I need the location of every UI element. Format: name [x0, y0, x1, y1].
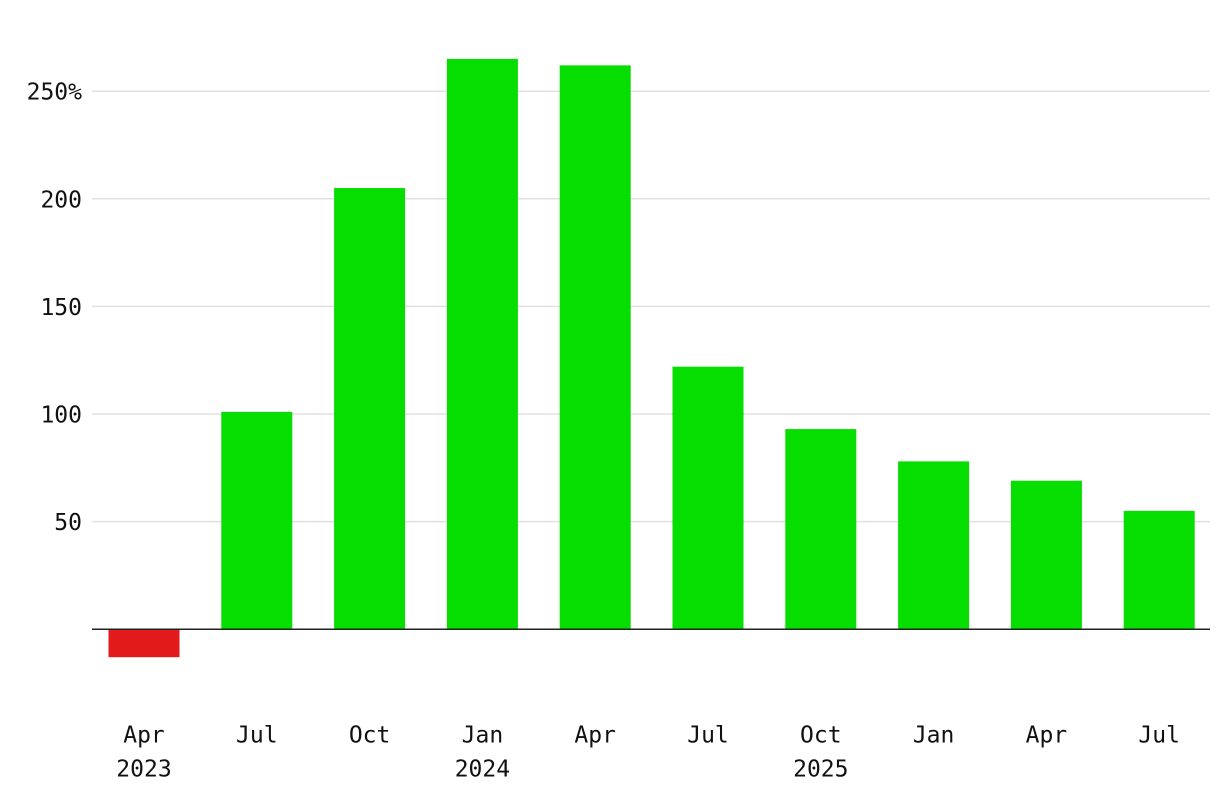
bar	[785, 429, 857, 630]
x-tick-label: Apr	[1026, 723, 1068, 749]
y-tick-label: 100	[40, 403, 82, 429]
y-tick-label: 250%	[27, 80, 83, 106]
x-year-label: 2025	[793, 757, 848, 783]
x-tick-label: Oct	[800, 723, 842, 749]
x-tick-label: Jul	[687, 723, 729, 749]
y-tick-label: 50	[54, 510, 82, 536]
bar	[672, 366, 744, 630]
x-tick-label: Jul	[1138, 723, 1180, 749]
bar	[108, 629, 180, 658]
bar	[1123, 510, 1195, 630]
x-tick-label: Apr	[123, 723, 165, 749]
x-tick-label: Apr	[574, 723, 616, 749]
x-tick-label: Oct	[349, 723, 391, 749]
bar	[446, 58, 518, 630]
bar	[221, 411, 293, 630]
bar	[559, 65, 631, 630]
bar	[334, 188, 406, 630]
bar	[898, 461, 970, 630]
x-tick-label: Jan	[462, 723, 504, 749]
x-tick-label: Jul	[236, 723, 278, 749]
x-year-label: 2023	[116, 757, 171, 783]
x-year-label: 2024	[455, 757, 510, 783]
y-tick-label: 200	[40, 187, 82, 213]
bar	[1010, 480, 1082, 630]
x-tick-label: Jan	[913, 723, 955, 749]
y-tick-label: 150	[40, 295, 82, 321]
